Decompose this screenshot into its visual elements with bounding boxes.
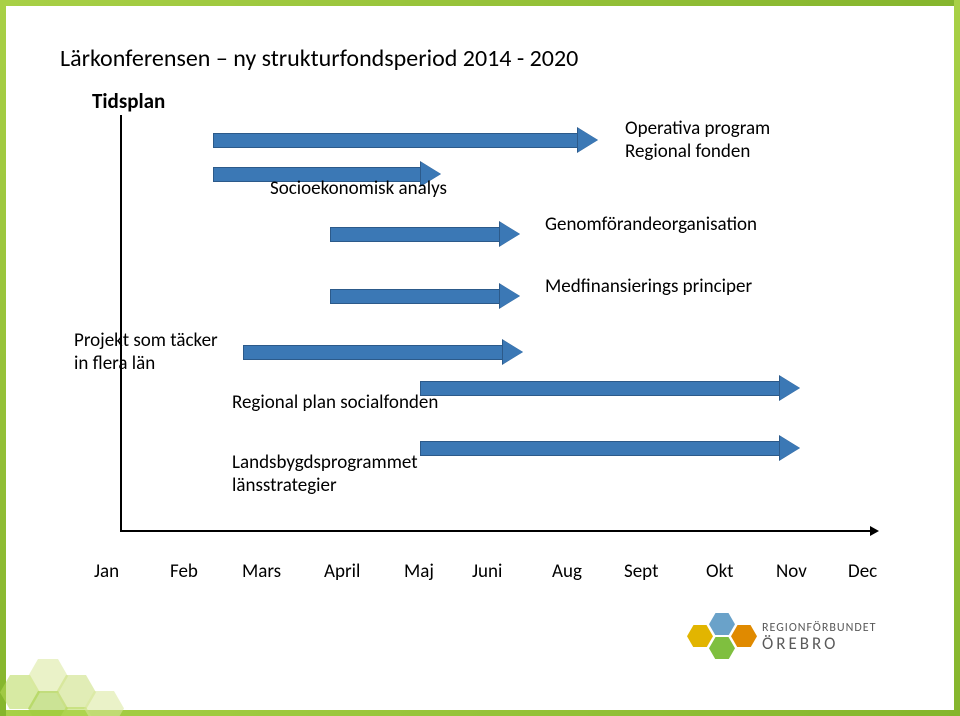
- month-jan: Jan: [94, 560, 119, 583]
- month-juni: Juni: [472, 560, 502, 583]
- y-axis: [120, 115, 122, 530]
- page-title: Lärkonferensen – ny strukturfondsperiod …: [60, 44, 578, 73]
- frame-left: [0, 0, 6, 716]
- label-socio-lbl: Socioekonomisk analys: [270, 178, 447, 201]
- month-dec: Dec: [848, 560, 877, 583]
- label-regplan-lbl: Regional plan socialfonden: [232, 392, 438, 415]
- logo-hex-cell: [731, 625, 757, 653]
- month-okt: Okt: [706, 560, 734, 583]
- arrow-op-prog: [213, 128, 598, 153]
- month-april: April: [324, 560, 360, 583]
- label-op-prog-lbl: Operativa program Regional fonden: [625, 118, 770, 164]
- frame-bottom: [0, 710, 960, 716]
- month-sept: Sept: [624, 560, 658, 583]
- label-projekt-lbl: Projekt som täcker in flera län: [74, 330, 218, 376]
- logo-text: REGIONFÖRBUNDET ÖREBRO: [762, 622, 876, 652]
- month-mars: Mars: [242, 560, 281, 583]
- month-aug: Aug: [552, 560, 582, 583]
- x-axis-arrow-icon: [870, 526, 879, 536]
- label-medfin-lbl: Medfinansierings principer: [545, 276, 752, 299]
- slide: Lärkonferensen – ny strukturfondsperiod …: [0, 0, 960, 716]
- month-maj: Maj: [404, 560, 434, 583]
- arrow-landsbygd: [420, 436, 800, 461]
- arrow-medfin: [330, 284, 520, 309]
- month-feb: Feb: [170, 560, 198, 583]
- frame-right: [954, 0, 960, 716]
- logo-line2: ÖREBRO: [762, 635, 876, 653]
- arrow-projekt: [243, 340, 523, 365]
- arrow-genomf: [330, 222, 520, 247]
- label-landsbygd-lbl: Landsbygdsprogrammet länsstrategier: [232, 452, 418, 498]
- month-nov: Nov: [776, 560, 807, 583]
- arrow-regplan: [420, 376, 800, 401]
- frame-top: [0, 0, 960, 6]
- subtitle: Tidsplan: [92, 88, 165, 114]
- honeycomb-cell: [84, 691, 124, 716]
- x-axis: [120, 530, 870, 532]
- label-genomf-lbl: Genomförandeorganisation: [545, 214, 757, 237]
